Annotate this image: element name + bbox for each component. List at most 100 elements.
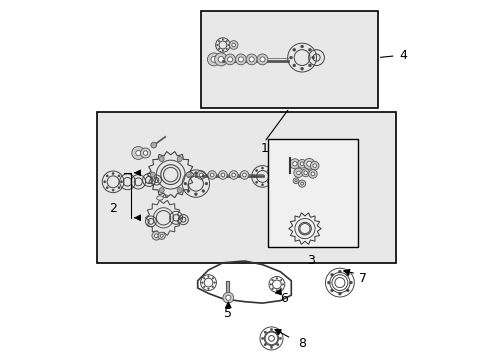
Circle shape: [207, 288, 209, 289]
Circle shape: [106, 175, 108, 177]
Circle shape: [201, 282, 203, 283]
Circle shape: [260, 57, 264, 62]
Circle shape: [203, 278, 204, 279]
Circle shape: [218, 57, 224, 62]
Circle shape: [276, 331, 278, 333]
Circle shape: [231, 173, 235, 177]
Circle shape: [151, 142, 156, 148]
FancyBboxPatch shape: [267, 139, 357, 247]
Circle shape: [300, 45, 303, 48]
Circle shape: [202, 190, 204, 192]
Text: 2: 2: [109, 202, 117, 215]
Circle shape: [187, 190, 189, 192]
Circle shape: [303, 158, 314, 169]
Circle shape: [159, 188, 164, 193]
Circle shape: [221, 173, 224, 177]
Circle shape: [160, 234, 163, 237]
Circle shape: [187, 175, 189, 177]
Circle shape: [276, 278, 277, 279]
Circle shape: [269, 175, 271, 177]
Circle shape: [216, 44, 218, 46]
Circle shape: [346, 273, 348, 276]
Text: 7: 7: [359, 273, 366, 285]
Circle shape: [222, 50, 223, 51]
Circle shape: [223, 292, 233, 303]
Circle shape: [261, 184, 263, 186]
Circle shape: [222, 39, 223, 40]
Circle shape: [338, 270, 341, 273]
Circle shape: [229, 41, 238, 49]
Circle shape: [197, 171, 205, 179]
Circle shape: [308, 64, 311, 67]
Circle shape: [213, 282, 215, 283]
Circle shape: [276, 290, 277, 291]
Circle shape: [276, 343, 278, 346]
FancyBboxPatch shape: [97, 112, 395, 263]
Circle shape: [211, 57, 216, 62]
Circle shape: [106, 186, 108, 189]
Circle shape: [194, 193, 197, 195]
Circle shape: [118, 186, 120, 189]
Circle shape: [280, 288, 282, 289]
Circle shape: [280, 279, 282, 281]
Text: 4: 4: [399, 49, 407, 62]
Circle shape: [267, 181, 269, 183]
Circle shape: [212, 286, 213, 288]
Circle shape: [210, 173, 213, 177]
Circle shape: [120, 181, 122, 183]
Text: 5: 5: [224, 307, 232, 320]
Circle shape: [186, 172, 191, 177]
Circle shape: [231, 43, 235, 47]
Circle shape: [249, 57, 254, 62]
Circle shape: [203, 286, 204, 288]
Circle shape: [300, 182, 303, 185]
Circle shape: [202, 175, 204, 177]
Circle shape: [310, 172, 314, 176]
Circle shape: [264, 343, 266, 346]
Circle shape: [270, 346, 272, 348]
Circle shape: [330, 289, 333, 292]
Circle shape: [225, 295, 230, 300]
Circle shape: [246, 54, 257, 65]
Circle shape: [292, 162, 296, 166]
Text: 8: 8: [298, 337, 305, 350]
Circle shape: [118, 175, 120, 177]
Circle shape: [300, 162, 303, 166]
Circle shape: [103, 181, 105, 183]
Circle shape: [303, 171, 307, 175]
Circle shape: [238, 57, 243, 62]
Circle shape: [289, 159, 299, 169]
Circle shape: [308, 48, 311, 51]
Circle shape: [143, 151, 147, 155]
Circle shape: [311, 56, 314, 59]
Circle shape: [326, 281, 329, 284]
Circle shape: [267, 170, 269, 172]
Circle shape: [214, 53, 227, 66]
Circle shape: [159, 157, 164, 162]
Circle shape: [225, 48, 227, 50]
Circle shape: [253, 175, 255, 177]
Circle shape: [218, 40, 219, 42]
Circle shape: [207, 276, 209, 277]
Circle shape: [292, 64, 295, 67]
Circle shape: [240, 171, 248, 179]
Text: 3: 3: [306, 254, 314, 267]
Circle shape: [346, 289, 348, 292]
Circle shape: [207, 53, 220, 66]
Circle shape: [310, 161, 318, 170]
Circle shape: [158, 232, 165, 239]
Circle shape: [177, 157, 182, 162]
Text: 6: 6: [280, 292, 287, 305]
Circle shape: [112, 172, 114, 175]
Circle shape: [227, 57, 232, 62]
Circle shape: [207, 171, 216, 179]
Circle shape: [177, 188, 182, 193]
Circle shape: [270, 328, 272, 331]
Circle shape: [312, 164, 316, 167]
Circle shape: [255, 181, 257, 183]
Circle shape: [264, 331, 266, 333]
Circle shape: [338, 292, 341, 295]
Circle shape: [255, 170, 257, 172]
Circle shape: [289, 56, 292, 59]
Circle shape: [136, 150, 141, 156]
